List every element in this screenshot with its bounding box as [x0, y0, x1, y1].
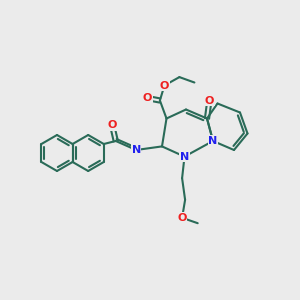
Text: O: O — [177, 213, 187, 223]
Text: O: O — [205, 95, 214, 106]
Text: N: N — [180, 152, 189, 162]
Text: O: O — [107, 120, 117, 130]
Text: O: O — [160, 80, 169, 91]
Text: N: N — [208, 136, 217, 146]
Text: O: O — [142, 93, 152, 103]
Text: N: N — [131, 145, 141, 155]
